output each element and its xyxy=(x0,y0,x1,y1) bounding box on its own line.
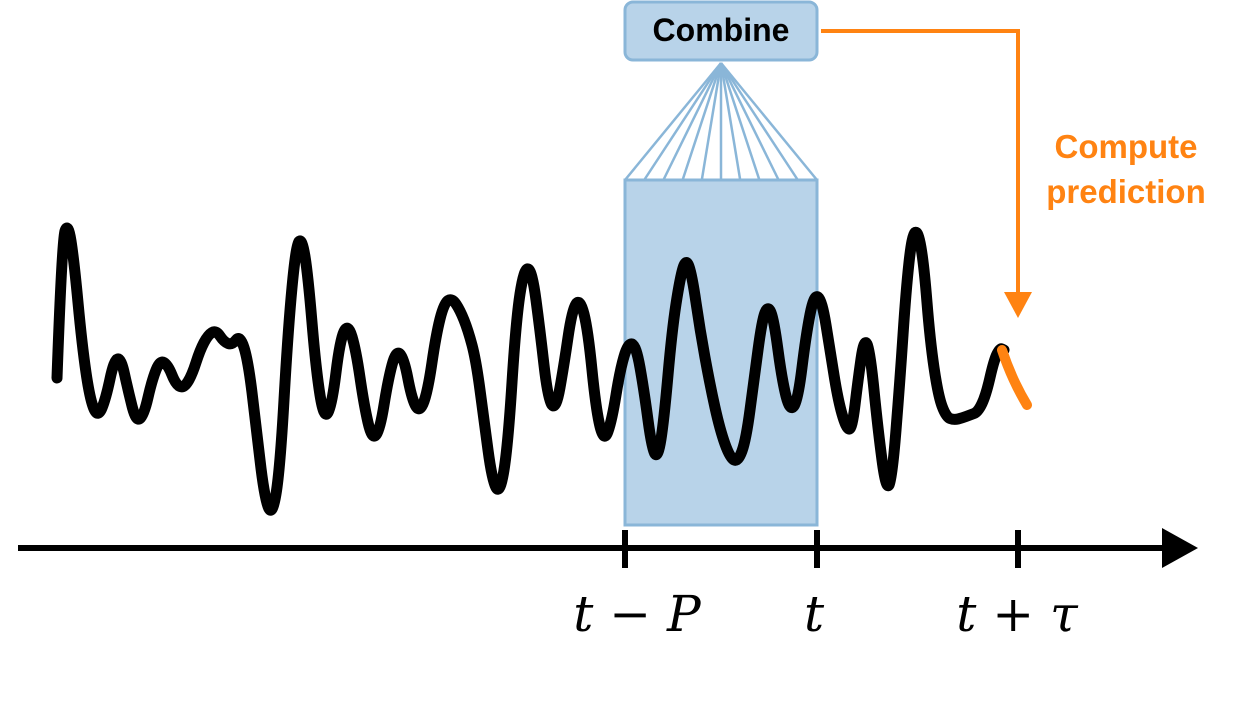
fan-line xyxy=(719,62,780,181)
prediction-label-line1: Compute xyxy=(1055,128,1198,165)
fan-line xyxy=(624,62,722,181)
combine-label: Combine xyxy=(653,12,790,48)
tick-label-t: t xyxy=(804,585,825,643)
fan-lines xyxy=(624,62,818,181)
fan-line xyxy=(720,62,818,181)
tick-label-t-plus-tau: t + τ xyxy=(956,585,1079,643)
time-axis-arrowhead xyxy=(1162,528,1198,568)
prediction-segment xyxy=(997,345,1032,410)
fan-line xyxy=(700,62,723,181)
compute-prediction-arrowhead xyxy=(1004,292,1032,318)
fan-line xyxy=(681,62,723,181)
fan-line xyxy=(719,62,799,181)
prediction-label-line2: prediction xyxy=(1046,173,1206,210)
fan-line xyxy=(719,62,761,181)
fan-line xyxy=(719,62,742,181)
fan-line xyxy=(643,62,723,181)
compute-prediction-arrow xyxy=(821,29,1020,298)
tick-label-t-minus-p: t − P xyxy=(573,585,702,643)
history-window xyxy=(623,178,819,527)
fan-line xyxy=(662,62,723,181)
signal-curve xyxy=(51,222,1010,516)
combine-box xyxy=(623,0,819,62)
